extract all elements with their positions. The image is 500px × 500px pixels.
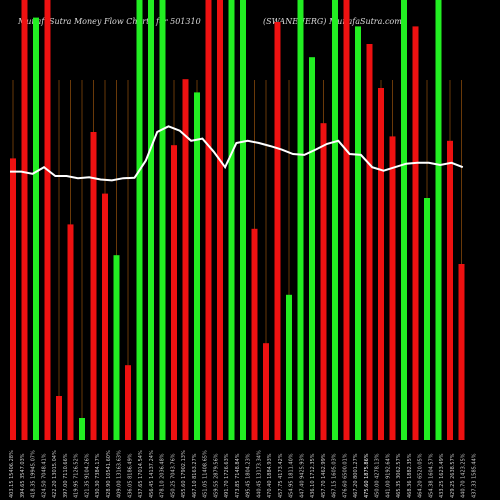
x-tick-label: 450.25 7043.76%	[170, 453, 176, 498]
bar	[205, 0, 212, 440]
x-tick-label: 424.50 7048.41%	[41, 453, 47, 498]
bar	[297, 0, 304, 440]
x-tick-label: 433.25 1623.49%	[439, 453, 445, 498]
x-tick-label: 454.95 1811.40%	[289, 453, 295, 498]
x-tick-label: 430.30 7384.17%	[95, 453, 101, 498]
x-tick-label: 419.95 7126.52%	[74, 453, 80, 498]
bar	[44, 0, 51, 440]
x-tick-label: 473.85 7148.84%	[235, 453, 241, 498]
bar	[79, 418, 85, 440]
bar	[332, 0, 338, 440]
x-tick-label: 429.25 2638.57%	[450, 453, 456, 498]
bar	[217, 0, 223, 440]
x-tick-labels: 403.15 15406.28% 394.65 3547.03% 418.35 19…	[9, 450, 477, 498]
bar	[263, 343, 269, 440]
x-tick-label: 495.45 1804.23%	[246, 453, 252, 498]
x-tick-label: 476.60 6500.01%	[342, 453, 348, 498]
bar	[182, 79, 189, 440]
bar	[102, 193, 108, 440]
x-tick-label: 441.00 9192.64%	[385, 453, 391, 498]
bar	[458, 264, 465, 440]
x-tick-label: 450.00 4278.13%	[375, 453, 381, 498]
bar	[240, 0, 246, 440]
x-tick-label: 467.15 1605.03%	[332, 453, 338, 498]
bar	[424, 198, 430, 440]
bar	[228, 0, 235, 440]
bar	[171, 145, 177, 440]
bar	[320, 123, 327, 440]
bar	[412, 26, 419, 441]
money-flow-line	[10, 125, 464, 182]
x-tick-label: 447.40 9425.93%	[299, 453, 305, 498]
x-tick-label: 422.20 13015.04%	[52, 450, 58, 498]
x-tick-label: 470.40 1884.93%	[267, 453, 273, 498]
bar	[56, 396, 62, 440]
bar	[401, 0, 407, 440]
x-tick-label: 403.15 15406.28%	[9, 450, 15, 498]
bar	[355, 26, 361, 441]
bar	[21, 0, 28, 440]
x-tick-label: 465.35 3062.57%	[396, 453, 402, 498]
money-flow-polyline	[10, 125, 464, 182]
bar	[286, 294, 292, 440]
x-tick-label: 440.70 1423.25%	[461, 453, 467, 498]
bar	[194, 92, 200, 441]
bar	[343, 0, 350, 440]
x-tick-label: 491.70 1726.63%	[224, 453, 230, 498]
x-tick-label: 457.70 1462.99%	[321, 453, 327, 498]
x-tick-label: 475.60 1875.86%	[364, 453, 370, 498]
bar	[33, 17, 39, 440]
x-tick-label: 394.65 3547.03%	[20, 453, 26, 498]
bars	[10, 0, 465, 441]
x-tick-label: 437.65 17014.54%	[138, 450, 144, 498]
x-tick-label: 397.00 7110.66%	[63, 453, 69, 498]
bar	[274, 22, 281, 440]
bar	[125, 365, 131, 440]
x-tick-label: 451.05 11408.65%	[203, 450, 209, 498]
x-tick-label: 440.45 13173.34%	[256, 450, 262, 498]
x-tick-label: 421.35 9104.26%	[84, 453, 90, 498]
x-tick-label: 437.33 1585.44%	[471, 453, 477, 498]
bar	[309, 57, 315, 440]
x-tick-label: 464.20 6520.05%	[418, 453, 424, 498]
x-tick-label: 454.38 1604.57%	[428, 453, 434, 498]
x-tick-label: 478.10 2036.48%	[160, 453, 166, 498]
x-tick-label: 428.90 10541.60%	[106, 450, 112, 498]
bar	[389, 136, 396, 440]
x-tick-label: 455.60 17902.13%	[181, 450, 187, 498]
x-tick-label: 467.20 8001.27%	[353, 453, 359, 498]
bar	[113, 255, 120, 440]
x-tick-label: 459.55 2879.56%	[213, 453, 219, 498]
bar	[136, 0, 143, 440]
bar	[67, 224, 74, 440]
bar	[10, 158, 16, 440]
x-tick-label: 436.05 8186.49%	[127, 453, 133, 498]
chart-title: MunafaSutra Money Flow Charts for 501310	[17, 17, 201, 26]
x-tick-label: 436.10 1712.35%	[310, 453, 316, 498]
bar	[366, 44, 373, 440]
bar	[90, 132, 97, 440]
bar	[251, 228, 258, 440]
bar	[447, 140, 453, 441]
x-tick-label: 457.75 4173.42%	[278, 453, 284, 498]
bar	[148, 0, 154, 440]
x-tick-label: 467.10 8163.27%	[192, 453, 198, 498]
x-tick-label: 409.00 13163.63%	[117, 450, 123, 498]
x-tick-label: 418.35 19945.07%	[31, 450, 37, 498]
x-tick-label: 456.45 14137.24%	[149, 450, 155, 498]
x-tick-label: 468.36 1882.35%	[407, 453, 413, 498]
bar	[378, 88, 384, 440]
bar	[435, 0, 442, 440]
bar	[159, 0, 166, 440]
